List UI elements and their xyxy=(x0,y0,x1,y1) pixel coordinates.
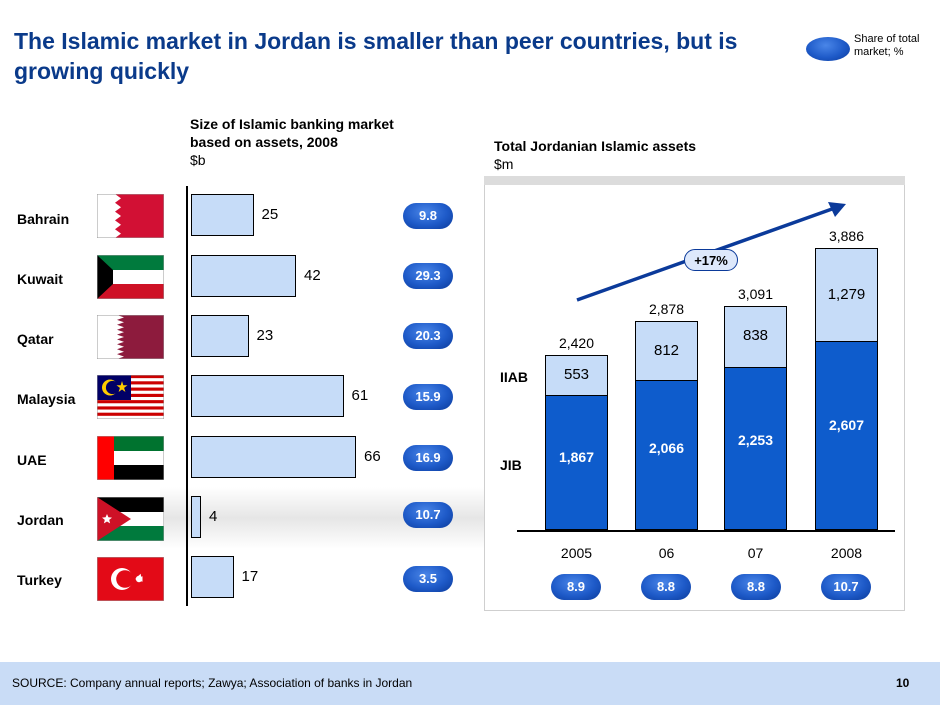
country-label-uae: UAE xyxy=(17,452,47,468)
share-pill-jordan: 10.7 xyxy=(403,502,453,528)
page-title: The Islamic market in Jordan is smaller … xyxy=(14,28,738,84)
stack-jib-07 xyxy=(724,366,787,530)
right-chart-baseline xyxy=(517,530,895,532)
country-label-kuwait: Kuwait xyxy=(17,271,63,287)
total-value-2005: 2,420 xyxy=(558,334,595,351)
hbar-kuwait xyxy=(191,255,296,297)
bahrain-flag-icon xyxy=(97,194,164,238)
hbar-jordan xyxy=(191,496,201,538)
hbar-malaysia xyxy=(191,375,344,417)
left-chart-axis xyxy=(186,186,188,606)
jib-value-2005: 1,867 xyxy=(558,448,595,465)
share-pill-uae: 16.9 xyxy=(403,445,453,471)
hbar-value-uae: 66 xyxy=(364,448,381,465)
legend-oval-icon xyxy=(806,37,850,61)
kuwait-flag-icon xyxy=(97,255,164,299)
share-pill-malaysia: 15.9 xyxy=(403,384,453,410)
share-pill-turkey: 3.5 xyxy=(403,566,453,592)
jib-value-2008: 2,607 xyxy=(828,416,865,433)
hbar-qatar xyxy=(191,315,249,357)
hbar-value-turkey: 17 xyxy=(241,568,259,585)
stack-iiab-06 xyxy=(635,321,698,382)
legend-label: Share of total market; % xyxy=(854,33,920,58)
country-label-jordan: Jordan xyxy=(17,512,64,528)
share-pill-qatar: 20.3 xyxy=(403,323,453,349)
series-label-iiab: IIAB xyxy=(500,369,528,385)
hbar-value-jordan: 4 xyxy=(209,508,218,525)
qatar-flag-icon xyxy=(97,315,164,359)
hbar-bahrain xyxy=(191,194,254,236)
stack-jib-2008 xyxy=(815,340,878,530)
footer-bar xyxy=(0,662,940,705)
share-pill-2006: 8.8 xyxy=(641,574,691,600)
left-chart-heading: Size of Islamic banking market based on … xyxy=(190,115,430,169)
right-chart-title: Total Jordanian Islamic assets xyxy=(494,138,697,154)
jordan-flag-icon xyxy=(97,497,164,541)
hbar-value-kuwait: 42 xyxy=(304,267,321,284)
right-chart-frame-top xyxy=(484,176,905,185)
stack-iiab-07 xyxy=(724,305,787,368)
total-value-07: 3,091 xyxy=(737,285,774,302)
total-value-06: 2,878 xyxy=(648,301,685,318)
x-tick-07: 07 xyxy=(747,545,764,561)
left-chart-title: Size of Islamic banking market based on … xyxy=(190,116,394,150)
country-label-bahrain: Bahrain xyxy=(17,211,70,227)
hbar-turkey xyxy=(191,556,234,598)
iiab-value-2008: 1,279 xyxy=(827,285,866,303)
share-pill-2005: 8.9 xyxy=(551,574,601,600)
page-number: 10 xyxy=(896,676,910,690)
share-pill-2007: 8.8 xyxy=(731,574,781,600)
iiab-value-2005: 553 xyxy=(563,365,590,383)
right-chart-heading: Total Jordanian Islamic assets $m xyxy=(494,137,794,173)
series-label-jib: JIB xyxy=(500,457,522,473)
source-note: SOURCE: Company annual reports; Zawya; A… xyxy=(12,676,413,690)
stack-jib-2005 xyxy=(545,394,608,530)
jib-value-06: 2,066 xyxy=(648,440,685,457)
stack-iiab-2008 xyxy=(815,248,878,342)
hbar-uae xyxy=(191,436,356,478)
share-pill-bahrain: 9.8 xyxy=(403,203,453,229)
hbar-value-bahrain: 25 xyxy=(261,206,279,223)
x-tick-2005: 2005 xyxy=(560,545,593,561)
x-tick-06: 06 xyxy=(658,545,675,561)
iiab-value-07: 838 xyxy=(742,327,769,345)
country-label-malaysia: Malaysia xyxy=(17,391,76,407)
country-label-qatar: Qatar xyxy=(17,331,54,347)
turkey-flag-icon xyxy=(97,557,164,601)
total-value-2008: 3,886 xyxy=(828,228,865,245)
growth-label: +17% xyxy=(684,249,738,271)
malaysia-flag-icon xyxy=(97,375,164,419)
stack-iiab-2005 xyxy=(545,354,608,396)
uae-flag-icon xyxy=(97,436,164,480)
x-tick-2008: 2008 xyxy=(830,545,863,561)
hbar-value-qatar: 23 xyxy=(256,327,274,344)
right-chart-unit: $m xyxy=(494,156,514,172)
stack-jib-06 xyxy=(635,380,698,530)
iiab-value-06: 812 xyxy=(653,341,680,359)
hbar-value-malaysia: 61 xyxy=(351,387,369,404)
share-pill-kuwait: 29.3 xyxy=(403,263,453,289)
share-pill-2008: 10.7 xyxy=(821,574,871,600)
jib-value-07: 2,253 xyxy=(737,431,774,448)
country-label-turkey: Turkey xyxy=(17,572,62,588)
left-chart-unit: $b xyxy=(190,152,206,168)
